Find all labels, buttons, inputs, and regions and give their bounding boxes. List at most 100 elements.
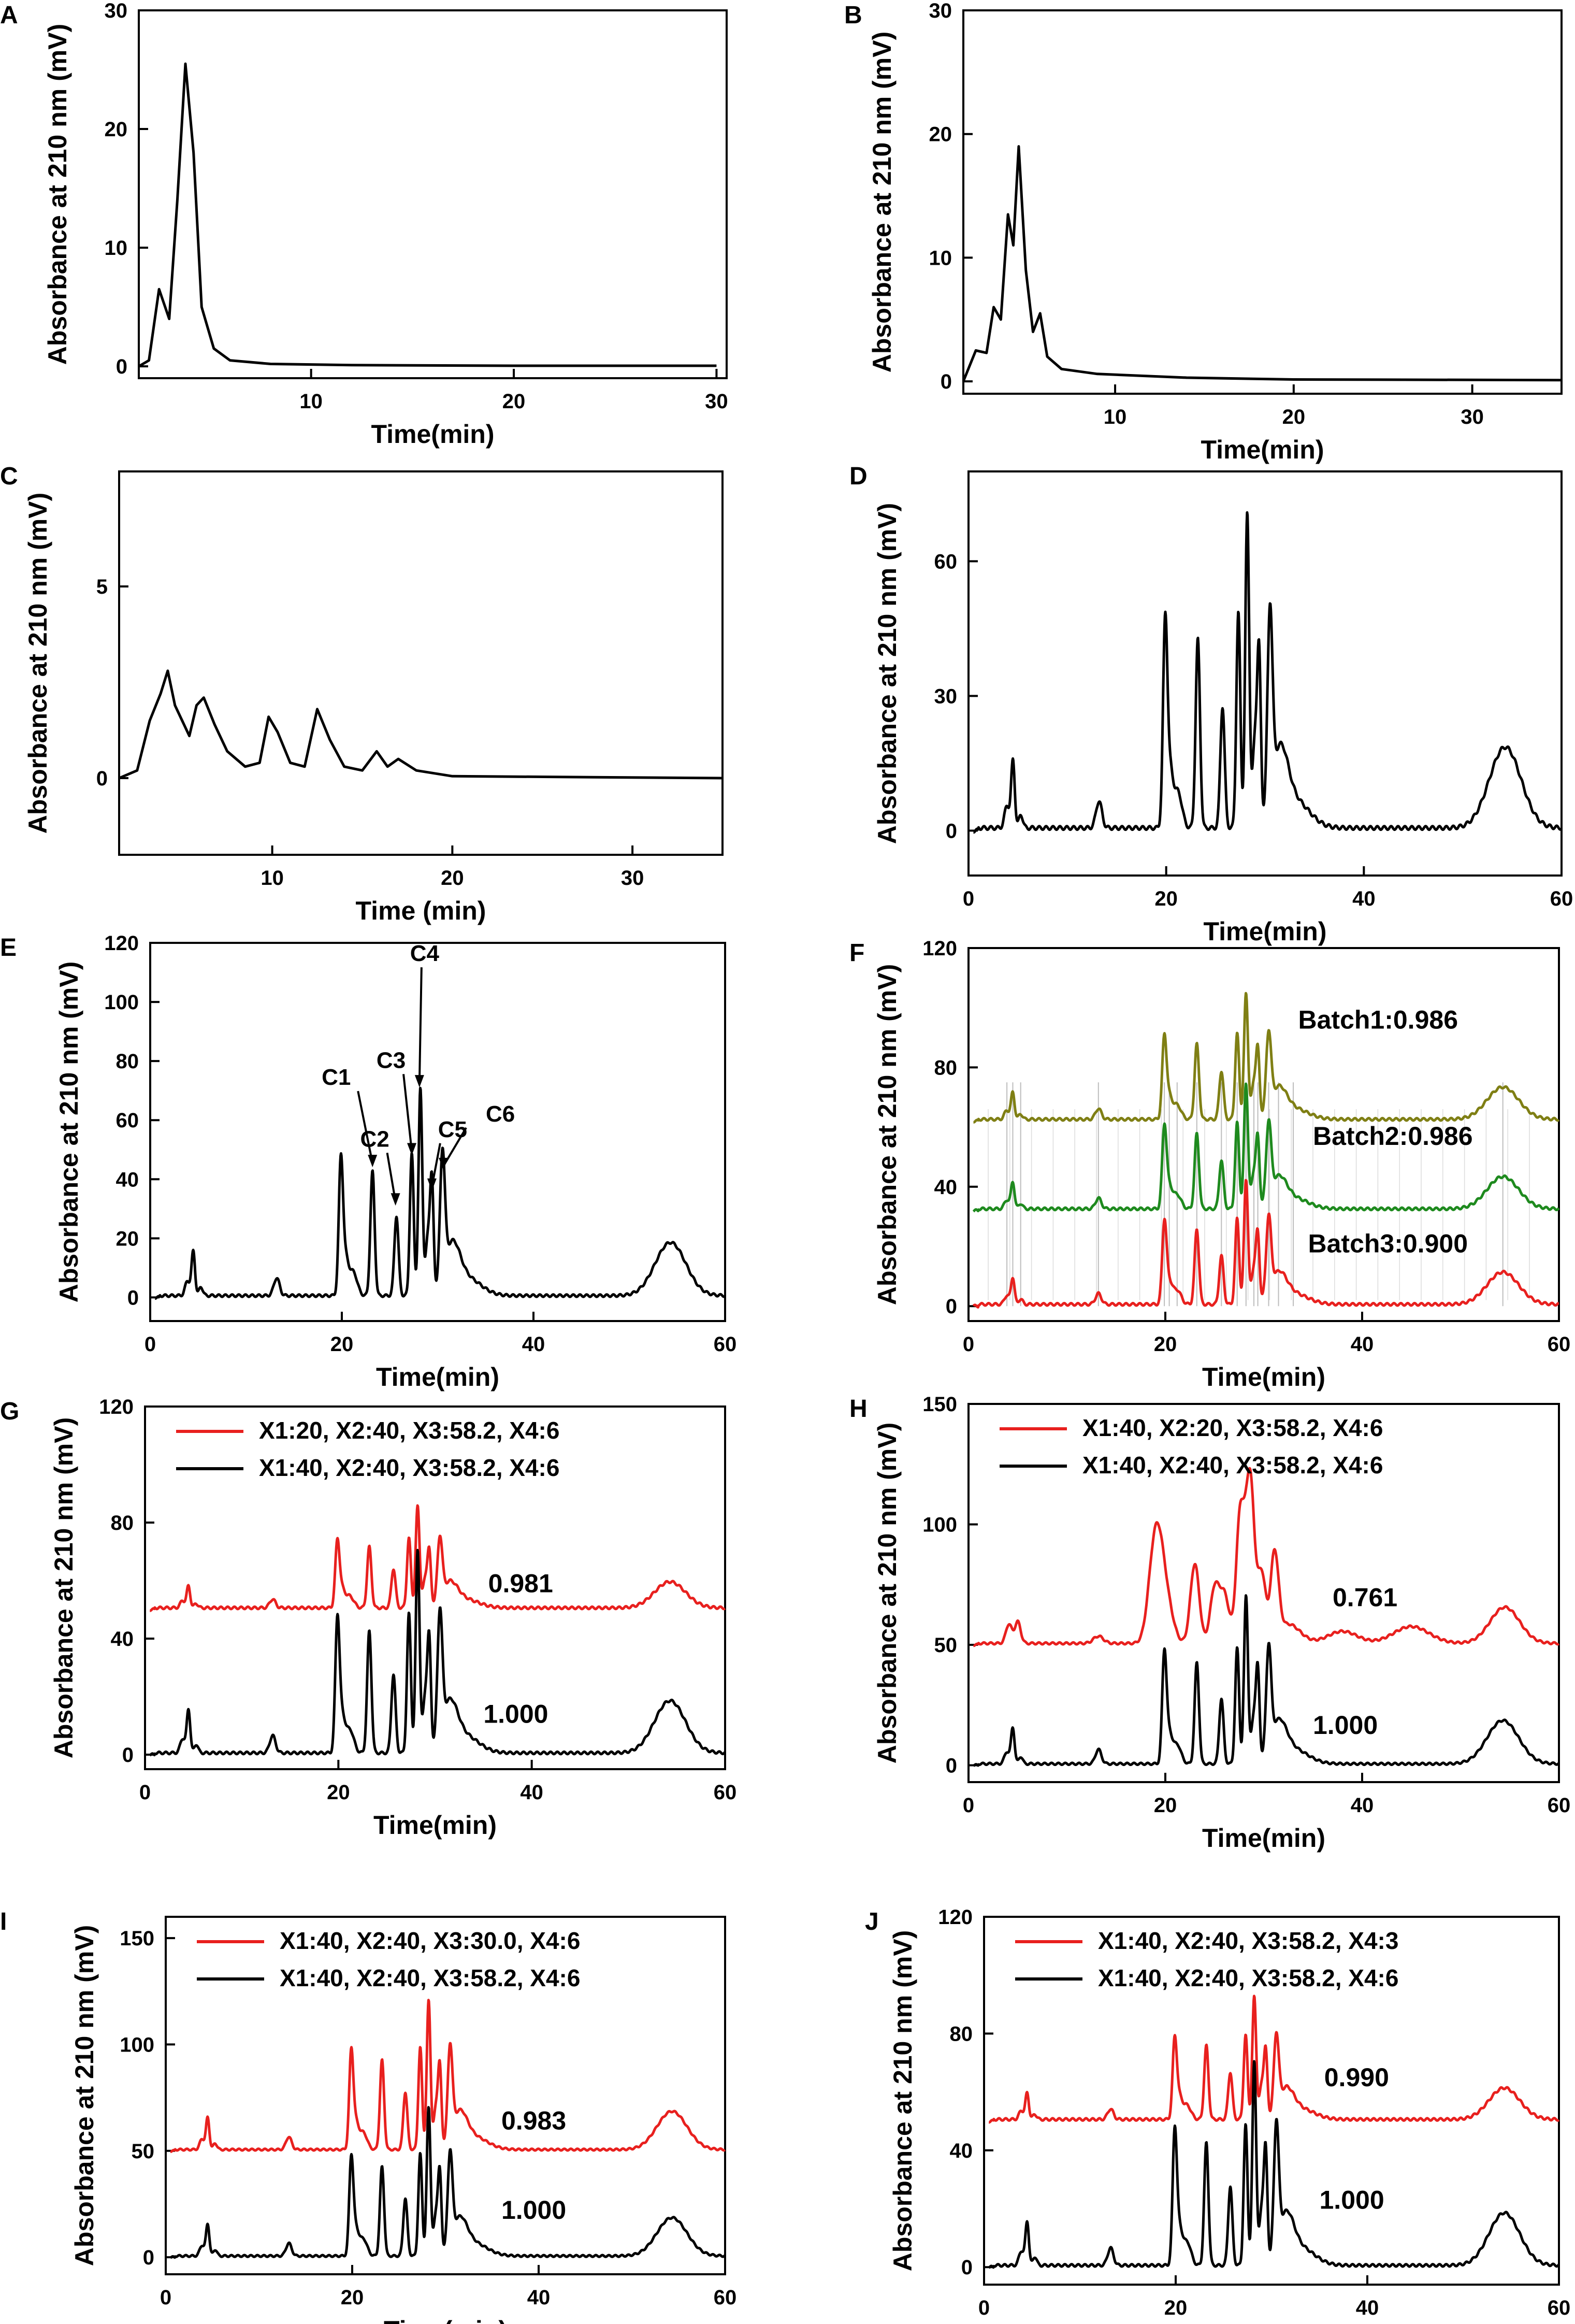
series-line-E-0 bbox=[154, 1086, 726, 1300]
peak-arrow-C4 bbox=[418, 967, 423, 1084]
x-tick-label-B-10: 10 bbox=[1104, 406, 1127, 428]
x-axis-label-E: Time(min) bbox=[376, 1362, 499, 1391]
panel-B: B 10 20 30 0 10 20 30 Time(min) Absorbance at 210… bbox=[844, 0, 1563, 464]
peak-arrowhead-C5 bbox=[427, 1178, 437, 1191]
panel-label-G: G bbox=[0, 1398, 19, 1425]
y-tick-label-D-60: 60 bbox=[934, 550, 958, 573]
legend-label-J-0: X1:40, X2:40, X3:58.2, X4:3 bbox=[1098, 1927, 1398, 1954]
y-tick-label-H-0: 0 bbox=[946, 1754, 957, 1777]
axes-frame-H bbox=[967, 1403, 1560, 1783]
panel-label-A: A bbox=[0, 2, 18, 29]
panel-label-H: H bbox=[849, 1395, 868, 1423]
peak-arrowhead-C1 bbox=[368, 1155, 378, 1168]
x-tick-label-I-0: 0 bbox=[160, 2286, 171, 2309]
x-tick-label-J-20: 20 bbox=[1164, 2297, 1188, 2319]
y-axis-label-G: Absorbance at 210 nm (mV) bbox=[49, 1417, 78, 1759]
x-tick-label-C-30: 30 bbox=[621, 867, 644, 890]
x-axis-label-H: Time(min) bbox=[1202, 1824, 1325, 1853]
series-line-G-1 bbox=[149, 1548, 726, 1757]
panel-F: F 0 20 40 60 0 40 80 120 Time(min) Absorbance at 2… bbox=[849, 937, 1570, 1391]
y-tick-label-E-20: 20 bbox=[116, 1227, 139, 1250]
x-tick-label-D-40: 40 bbox=[1352, 887, 1376, 910]
legend-label-H-1: X1:40, X2:40, X3:58.2, X4:6 bbox=[1082, 1452, 1383, 1479]
x-tick-label-A-10: 10 bbox=[299, 390, 323, 413]
axes-frame-J bbox=[983, 1916, 1560, 2286]
annotation-H-0: 0.761 bbox=[1333, 1583, 1397, 1612]
x-tick-label-C-20: 20 bbox=[441, 867, 464, 890]
y-tick-label-H-150: 150 bbox=[922, 1393, 957, 1416]
panel-label-F: F bbox=[849, 939, 864, 967]
x-tick-label-H-40: 40 bbox=[1351, 1794, 1374, 1817]
peak-label-C1: C1 bbox=[322, 1065, 351, 1090]
annotation-H-1: 1.000 bbox=[1313, 1711, 1378, 1740]
y-tick-label-J-120: 120 bbox=[938, 1906, 973, 1929]
y-tick-label-D-30: 30 bbox=[934, 685, 958, 708]
series-line-B-0 bbox=[962, 145, 1562, 382]
y-axis-label-D: Absorbance at 210 nm (mV) bbox=[873, 503, 902, 844]
panel-C: C 10 20 30 0 5 Time (min) Absorbance at 210 nm … bbox=[0, 463, 724, 925]
series-line-F-1 bbox=[972, 1082, 1560, 1213]
panel-I: I 0 20 40 60 0 50 100 150 Time(min) Absorbance at … bbox=[0, 1908, 736, 2324]
x-tick-label-B-30: 30 bbox=[1461, 406, 1484, 428]
axes-frame-A bbox=[138, 9, 728, 379]
x-tick-label-A-30: 30 bbox=[705, 390, 728, 413]
legend-label-H-0: X1:40, X2:20, X3:58.2, X4:6 bbox=[1082, 1414, 1383, 1441]
series-line-F-2 bbox=[972, 1179, 1560, 1309]
series-line-G-0 bbox=[149, 1504, 726, 1612]
y-tick-label-G-120: 120 bbox=[99, 1396, 134, 1418]
series-line-I-1 bbox=[169, 2106, 726, 2259]
series-line-C-0 bbox=[119, 669, 723, 780]
y-tick-label-C-5: 5 bbox=[96, 576, 108, 598]
y-tick-label-F-0: 0 bbox=[946, 1295, 957, 1318]
y-tick-label-I-0: 0 bbox=[143, 2246, 154, 2269]
y-axis-label-F: Absorbance at 210 nm (mV) bbox=[873, 964, 902, 1306]
panel-G: G 0 20 40 60 0 40 80 120 Time(min) Absorbance at 2… bbox=[0, 1396, 736, 1840]
x-tick-label-G-20: 20 bbox=[327, 1781, 350, 1804]
x-axis-label-A: Time(min) bbox=[371, 420, 495, 449]
peak-label-C6: C6 bbox=[486, 1101, 515, 1127]
y-tick-label-G-0: 0 bbox=[122, 1744, 134, 1767]
y-tick-label-E-80: 80 bbox=[116, 1050, 139, 1073]
x-tick-label-I-20: 20 bbox=[341, 2286, 364, 2309]
peak-label-C3: C3 bbox=[377, 1048, 406, 1073]
x-axis-label-I: Time(min) bbox=[384, 2316, 507, 2324]
y-tick-label-F-80: 80 bbox=[934, 1056, 958, 1079]
y-axis-label-B: Absorbance at 210 nm (mV) bbox=[868, 32, 897, 373]
series-line-F-0 bbox=[972, 992, 1560, 1124]
y-tick-label-C-0: 0 bbox=[96, 767, 108, 790]
series-line-A-0 bbox=[138, 62, 717, 368]
y-tick-label-E-120: 120 bbox=[104, 932, 139, 955]
axes-frame-C bbox=[118, 470, 724, 856]
y-tick-label-F-120: 120 bbox=[922, 937, 957, 960]
peak-arrowhead-C4 bbox=[414, 1075, 424, 1088]
y-tick-label-B-0: 0 bbox=[941, 370, 952, 393]
x-tick-label-D-60: 60 bbox=[1550, 887, 1573, 910]
y-tick-label-H-100: 100 bbox=[922, 1513, 957, 1536]
y-tick-label-A-20: 20 bbox=[105, 118, 128, 141]
annotation-G-1: 1.000 bbox=[483, 1699, 548, 1728]
y-axis-label-J: Absorbance at 210 nm (mV) bbox=[888, 1930, 917, 2272]
x-tick-label-F-20: 20 bbox=[1154, 1333, 1177, 1356]
x-tick-label-H-0: 0 bbox=[963, 1794, 974, 1817]
panel-E: E 0 20 40 60 0 20 40 60 80 100 120 Time(min) Absorban… bbox=[0, 932, 736, 1391]
x-tick-label-H-20: 20 bbox=[1154, 1794, 1177, 1817]
axes-frame-B bbox=[962, 9, 1563, 395]
panel-D: D 0 20 40 60 0 30 60 Time(min) Absorbance at 210 … bbox=[849, 463, 1573, 946]
panel-H: H 0 20 40 60 0 50 100 150 Time(min) Absorbance at … bbox=[849, 1393, 1570, 1853]
y-tick-label-J-40: 40 bbox=[950, 2140, 973, 2162]
x-axis-label-B: Time(min) bbox=[1201, 435, 1324, 464]
x-tick-label-F-40: 40 bbox=[1351, 1333, 1374, 1356]
y-tick-label-E-60: 60 bbox=[116, 1109, 139, 1132]
annotation-I-1: 1.000 bbox=[501, 2196, 566, 2225]
series-line-J-0 bbox=[988, 1995, 1560, 2124]
y-tick-label-F-40: 40 bbox=[934, 1176, 958, 1199]
y-tick-label-I-150: 150 bbox=[120, 1927, 154, 1950]
x-tick-label-I-40: 40 bbox=[527, 2286, 551, 2309]
y-tick-label-A-10: 10 bbox=[105, 237, 128, 260]
x-tick-label-I-60: 60 bbox=[714, 2286, 737, 2309]
x-tick-label-D-0: 0 bbox=[963, 887, 974, 910]
x-tick-label-H-60: 60 bbox=[1548, 1794, 1571, 1817]
y-axis-label-A: Absorbance at 210 nm (mV) bbox=[43, 24, 72, 365]
annotation-J-1: 1.000 bbox=[1320, 2185, 1384, 2214]
